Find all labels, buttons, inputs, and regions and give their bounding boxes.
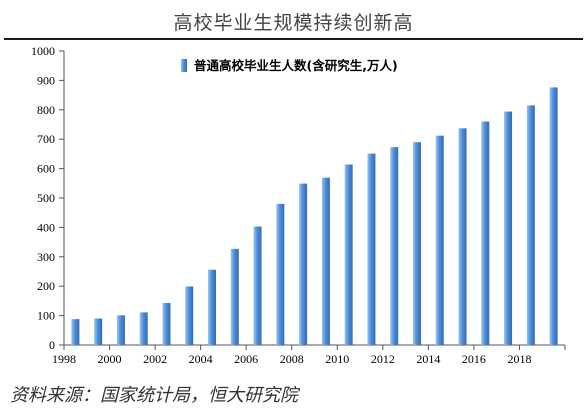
x-tick-label: 2016 bbox=[462, 352, 486, 366]
bar bbox=[185, 286, 194, 345]
bar bbox=[230, 248, 239, 345]
x-tick-label: 2004 bbox=[189, 352, 213, 366]
bar bbox=[526, 105, 535, 345]
y-tick-label: 200 bbox=[37, 279, 55, 293]
x-tick-label: 2018 bbox=[507, 352, 531, 366]
y-tick-label: 600 bbox=[37, 162, 55, 176]
bar bbox=[276, 203, 285, 345]
bar bbox=[390, 147, 399, 345]
bar bbox=[504, 111, 513, 346]
bar bbox=[139, 312, 148, 345]
y-tick-label: 300 bbox=[37, 250, 55, 264]
y-tick-label: 500 bbox=[37, 191, 55, 205]
y-tick-label: 1000 bbox=[31, 44, 55, 58]
bar bbox=[321, 177, 330, 345]
bar bbox=[412, 142, 421, 345]
bar-chart: 0 100 200 300 400 500 600 700 800 900 1000 1998 2000… bbox=[31, 44, 566, 366]
legend: 普通高校毕业生人数(含研究生,万人) bbox=[181, 58, 398, 73]
chart-title: 高校毕业生规模持续创新高 bbox=[173, 12, 414, 34]
title-rule bbox=[4, 38, 583, 40]
bar bbox=[94, 318, 103, 345]
y-tick-label: 900 bbox=[37, 73, 55, 87]
bar bbox=[208, 269, 217, 345]
legend-swatch bbox=[181, 59, 187, 72]
x-tick-label: 2006 bbox=[234, 352, 258, 366]
y-tick-label: 100 bbox=[37, 309, 55, 323]
bar bbox=[367, 153, 376, 345]
x-tick-label: 2014 bbox=[416, 352, 440, 366]
bar bbox=[481, 121, 490, 345]
y-tick-label: 0 bbox=[49, 338, 55, 352]
source-note: 资料来源：国家统计局，恒大研究院 bbox=[10, 385, 298, 406]
bar bbox=[549, 87, 558, 346]
bar bbox=[253, 226, 262, 345]
bar bbox=[435, 135, 444, 345]
plot-area: 0 100 200 300 400 500 600 700 800 900 1000 1998 2000… bbox=[31, 44, 566, 366]
bar bbox=[162, 302, 171, 345]
x-tick-label: 2008 bbox=[280, 352, 304, 366]
x-tick-label: 2010 bbox=[325, 352, 349, 366]
x-tick-label: 1998 bbox=[52, 352, 76, 366]
bar bbox=[458, 128, 467, 345]
bar bbox=[116, 315, 125, 345]
bar bbox=[299, 183, 308, 345]
bar bbox=[344, 164, 353, 345]
x-tick-label: 2012 bbox=[371, 352, 395, 366]
x-tick-label: 2002 bbox=[143, 352, 167, 366]
x-tick-label: 2000 bbox=[98, 352, 122, 366]
y-tick-label: 400 bbox=[37, 220, 55, 234]
y-tick-label: 700 bbox=[37, 132, 55, 146]
legend-label: 普通高校毕业生人数(含研究生,万人) bbox=[194, 58, 398, 73]
y-tick-label: 800 bbox=[37, 103, 55, 117]
bar bbox=[71, 319, 80, 345]
